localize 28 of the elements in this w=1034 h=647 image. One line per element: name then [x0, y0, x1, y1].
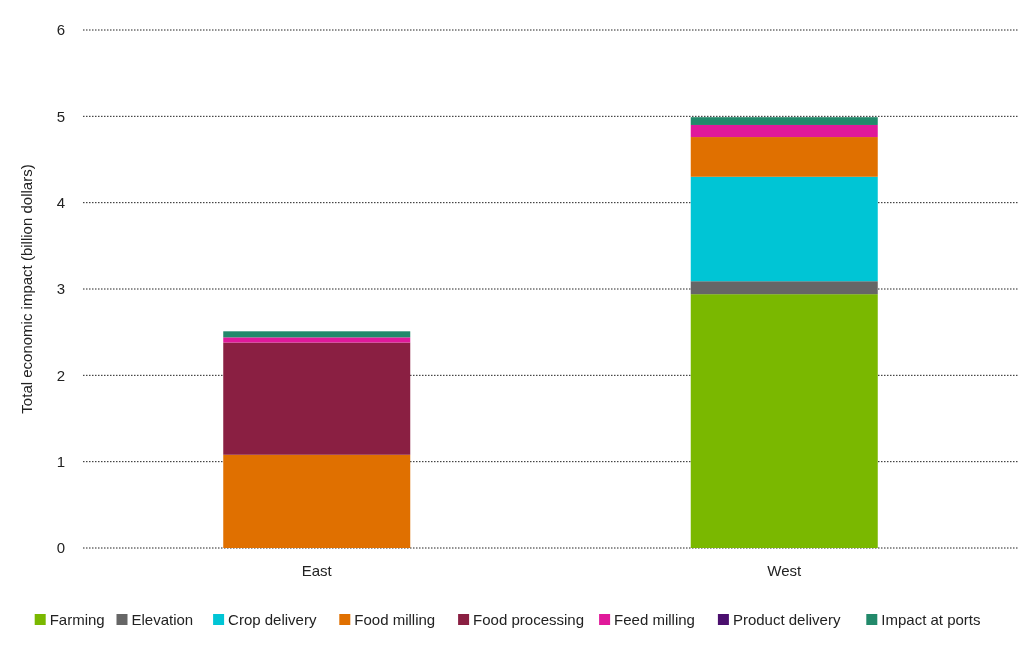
- legend-label: Feed milling: [614, 611, 695, 629]
- y-tick-label: 4: [56, 193, 65, 211]
- legend-label: Food milling: [354, 611, 436, 629]
- legend-label: Elevation: [131, 611, 194, 629]
- bar: [223, 331, 411, 338]
- bar: [690, 294, 878, 548]
- legend-label: Farming: [49, 611, 105, 629]
- y-axis-title: Total economic impact (billion dollars): [18, 164, 35, 414]
- bar: [690, 124, 878, 138]
- y-tick-label: 2: [56, 366, 65, 384]
- y-tick-label: 5: [56, 107, 65, 125]
- bar: [690, 176, 878, 282]
- y-tick-label: 0: [56, 539, 65, 557]
- y-tick-label: 3: [56, 280, 65, 298]
- bar: [223, 337, 411, 343]
- x-tick-label: East: [301, 562, 333, 579]
- legend-label: Impact at ports: [881, 611, 981, 629]
- bar: [223, 454, 411, 548]
- legend-label: Crop delivery: [228, 611, 317, 629]
- y-tick-label: 6: [56, 21, 65, 39]
- bar: [690, 117, 878, 125]
- legend-label: Product delivery: [732, 611, 841, 629]
- x-tick-label: West: [767, 562, 803, 579]
- legend-label: Food processing: [473, 611, 585, 629]
- bar: [223, 342, 411, 455]
- bar: [690, 281, 878, 295]
- bar: [690, 137, 878, 177]
- y-tick-label: 1: [56, 452, 65, 470]
